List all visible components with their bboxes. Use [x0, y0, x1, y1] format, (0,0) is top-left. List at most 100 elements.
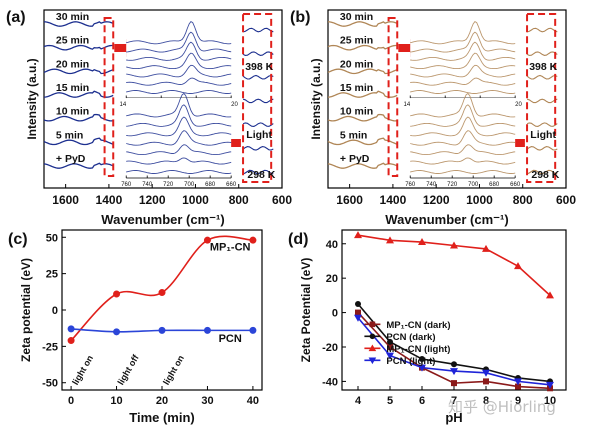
marker	[546, 381, 554, 389]
inset-tick-label: 700	[468, 182, 479, 188]
condition-label: Light	[530, 129, 556, 141]
inset-curve	[126, 92, 232, 118]
inset-tick-label: 660	[226, 182, 237, 188]
panel-label: (c)	[8, 231, 28, 248]
marker	[450, 241, 458, 249]
condition-label: 398 K	[529, 61, 557, 73]
highlight-box	[526, 13, 557, 183]
x-tick-label: 7	[451, 395, 457, 407]
inset-tick-label: 680	[489, 182, 500, 188]
y-tick-label: -50	[42, 378, 58, 390]
xy-panel-d: 4 5 6 7 8 9 10 -40 -20 0 20 40 pH Zeta Potential (eV)…	[288, 229, 567, 425]
y-axis-label: Intensity (a.u.)	[25, 58, 39, 139]
series-label: MP₁-CN	[210, 241, 251, 253]
x-tick-label: 1200	[423, 193, 450, 207]
legend-entry: MP₁-CN (light)	[386, 344, 450, 355]
curve-label: + PyD	[56, 153, 86, 165]
inset-curve	[126, 130, 232, 146]
x-tick-label: 0	[68, 395, 74, 407]
inset-bottom: 760 740 720 700 680 660	[121, 92, 237, 188]
inset-tick-label: 740	[426, 182, 437, 188]
marker	[514, 378, 522, 386]
marker	[249, 236, 257, 244]
x-tick-label: 8	[483, 395, 489, 407]
curve-label: 25 min	[340, 35, 373, 47]
x-tick-label: 40	[247, 395, 259, 407]
panel-label: (d)	[288, 231, 308, 248]
inset-curve	[410, 64, 516, 78]
x-tick-label: 1400	[380, 193, 407, 207]
marker	[368, 357, 377, 365]
series-label: PCN	[219, 333, 242, 345]
y-axis-label: Zeta Potential (eV)	[299, 258, 313, 363]
spectrum-curve	[327, 68, 398, 75]
y-tick-label: 0	[332, 308, 338, 320]
x-tick-label: 1000	[182, 193, 209, 207]
marker	[418, 364, 426, 372]
spectrum-curve	[43, 68, 114, 75]
marker	[158, 289, 166, 297]
marker	[515, 383, 521, 390]
x-axis-label: Wavenumber (cm⁻¹)	[385, 212, 508, 227]
spectrum-curve-right	[242, 146, 274, 151]
spectrum-curve	[43, 44, 114, 51]
spectrum-curve	[43, 162, 114, 169]
x-tick-label: 1000	[466, 193, 493, 207]
x-tick-label: 1600	[336, 193, 363, 207]
annotation: light on	[70, 353, 95, 386]
plot-frame	[43, 9, 283, 189]
marker	[113, 328, 121, 336]
x-tick-label: 6	[419, 395, 425, 407]
marker	[67, 325, 75, 333]
inset-curve	[126, 31, 232, 53]
marker	[546, 291, 554, 299]
inset-frame	[410, 26, 516, 98]
inset-curve	[410, 116, 516, 137]
spectrum-curve	[43, 21, 114, 27]
inset-curve	[410, 31, 516, 53]
curve-label: 20 min	[340, 58, 373, 70]
spectrum-curve	[43, 90, 114, 98]
x-tick-label: 800	[513, 193, 533, 207]
x-tick-label: 1400	[96, 193, 123, 207]
inset-tick-label: 1420	[508, 102, 522, 108]
curve-label: 20 min	[56, 58, 89, 70]
y-tick-label: -20	[322, 342, 338, 354]
inset-curve	[126, 77, 232, 86]
spectrum-curve-right	[242, 122, 274, 127]
spectrum-curve	[327, 113, 398, 122]
marker	[451, 361, 457, 368]
inset-tick-label: 760	[121, 182, 132, 188]
inset-curve	[410, 170, 516, 174]
inset-bottom: 760 740 720 700 680 660	[405, 92, 521, 188]
annotation: light off	[116, 352, 142, 386]
marker	[355, 300, 361, 307]
inset-frame	[126, 26, 232, 98]
condition-label: 298 K	[531, 169, 559, 181]
curve-label: 10 min	[56, 106, 89, 118]
y-tick-label: 0	[52, 305, 58, 317]
xy-panel-c: 0 10 20 30 40 -50 -25 0 25 50 Time (min) Zeta poten…	[8, 229, 263, 425]
x-axis-label: Wavenumber (cm⁻¹)	[101, 212, 224, 227]
marker	[368, 344, 377, 352]
spectrum-curve-right	[526, 51, 558, 56]
x-tick-label: 30	[201, 395, 213, 407]
marker	[113, 290, 121, 298]
legend: MP₁-CN (dark)PCN (dark)MP₁-CN (light)PCN…	[364, 320, 451, 367]
annotation: light on	[161, 353, 186, 386]
x-tick-label: 10	[544, 395, 556, 407]
inset-tick-label: 680	[205, 182, 216, 188]
panel-label: (b)	[290, 9, 310, 26]
inset-curve	[126, 104, 232, 127]
plot-frame	[61, 229, 263, 391]
marker	[158, 326, 166, 334]
marker	[203, 236, 211, 244]
spectrum-curve-right	[526, 169, 558, 175]
x-tick-label: 1600	[52, 193, 79, 207]
x-axis-label: pH	[445, 410, 462, 425]
highlight-box	[387, 17, 399, 177]
spectrum-curve-right	[526, 27, 558, 33]
inset-tick-label: 720	[163, 182, 174, 188]
marker	[249, 326, 257, 334]
inset-curve	[410, 90, 516, 94]
